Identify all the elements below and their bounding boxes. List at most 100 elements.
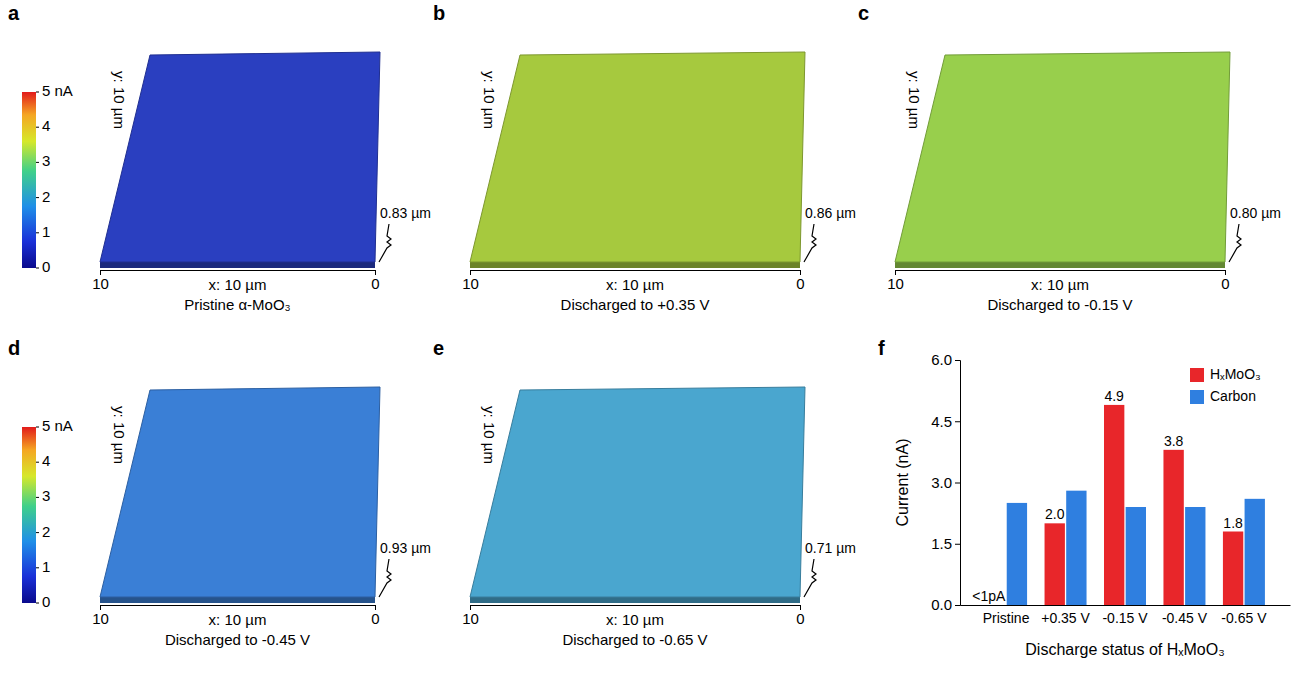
bar: [1104, 405, 1124, 605]
z-label: 0.86 µm: [805, 205, 856, 221]
axis-line: [101, 606, 376, 611]
tick: -0.15 V: [1102, 605, 1148, 626]
bar: [1066, 491, 1086, 605]
axis-line: [471, 606, 801, 611]
legend-label: Carbon: [1210, 388, 1256, 404]
colorbar-tick-label: 0: [42, 593, 50, 610]
colorbar-tick-label: 2: [42, 188, 50, 205]
tick-label: 3.0: [931, 474, 952, 491]
surface: [470, 387, 805, 597]
caption: Discharged to +0.35 V: [561, 296, 710, 313]
tick-mark: [955, 605, 960, 606]
panel-letter: b: [433, 2, 445, 24]
panel: f 0.0 1.5 3.0 4.5 6.0 Pristine +0.35 V -0.15 V -0…: [878, 337, 1291, 658]
y-axis-title: y: 10 µm: [906, 71, 923, 129]
tick: 1.5: [931, 535, 960, 552]
colorbar-tick: [36, 162, 39, 163]
tick: 4.5: [931, 413, 960, 430]
tick: 0: [371, 605, 379, 627]
bars: [1007, 405, 1265, 605]
axis-line: [471, 271, 801, 276]
y-axis-title: y: 10 µm: [111, 406, 128, 464]
tick-mark: [955, 483, 960, 484]
tick-label: 1.5: [931, 535, 952, 552]
axis: 0.0 1.5 3.0 4.5 6.0: [931, 351, 960, 613]
x-axis-title: x: 10 µm: [606, 611, 664, 628]
panel-letter: e: [433, 337, 444, 359]
colorbar-tick-label: 5 nA: [42, 417, 73, 434]
tick-label: 10: [887, 275, 904, 292]
colorbar-tick: [36, 232, 39, 233]
panel-letter: f: [878, 337, 885, 359]
panel: b100x: 10 µmy: 10 µm0.86 µmDischarged to…: [433, 2, 856, 313]
tick: 10: [92, 270, 109, 292]
legend: HₓMoO₃ Carbon: [1190, 366, 1261, 404]
y-axis-title: y: 10 µm: [111, 71, 128, 129]
tick-label: 6.0: [931, 351, 952, 368]
colorbar-tick-label: 4: [42, 452, 50, 469]
tick: Pristine: [983, 605, 1030, 626]
x-axis-title: x: 10 µm: [1031, 276, 1089, 293]
x-axis-title: x: 10 µm: [209, 276, 267, 293]
colorbar-tick-label: 0: [42, 258, 50, 275]
axis-line: [101, 271, 376, 276]
legend-label: HₓMoO₃: [1210, 366, 1261, 382]
axis-line: [961, 605, 1291, 606]
data-label: 3.8: [1164, 433, 1184, 449]
tick: 10: [462, 605, 479, 627]
y-axis-title: Current (nA): [894, 438, 911, 526]
tick: 0: [371, 270, 379, 292]
x-axis-title: Discharge status of HₓMoO₃: [1025, 641, 1224, 658]
x-axis-title: x: 10 µm: [209, 611, 267, 628]
tick-label: -0.65 V: [1221, 610, 1267, 626]
tick: +0.35 V: [1041, 605, 1090, 626]
bar: [1163, 450, 1183, 605]
panel-letter: d: [8, 337, 20, 359]
tick-label: -0.15 V: [1102, 610, 1148, 626]
z-axis-line: [1229, 224, 1241, 262]
colorbar: [22, 92, 36, 268]
surface: [470, 52, 805, 262]
bar: [1223, 532, 1243, 606]
colorbar-tick-label: 5 nA: [42, 82, 73, 99]
surface-side: [470, 597, 800, 603]
tick-label: 0: [1221, 275, 1229, 292]
surface-side: [100, 262, 375, 268]
legend-swatch: [1190, 368, 1204, 382]
colorbar-tick: [36, 532, 39, 533]
bar: [1007, 503, 1027, 605]
tick-label: -0.45 V: [1162, 610, 1208, 626]
surface-side: [470, 262, 800, 268]
bar: [985, 605, 1005, 606]
panel-letter: c: [858, 2, 869, 24]
tick: 0.0: [931, 596, 960, 613]
tick-label: 0.0: [931, 596, 952, 613]
axis-line: [896, 271, 1226, 276]
tick-mark: [955, 544, 960, 545]
bar: [1126, 507, 1146, 605]
z-axis-line: [379, 224, 391, 262]
caption: Discharged to -0.45 V: [165, 631, 310, 648]
data-label: 2.0: [1045, 506, 1065, 522]
z-label: 0.93 µm: [380, 540, 431, 556]
surface: [895, 52, 1230, 262]
colorbar-tick: [36, 268, 39, 269]
tick-mark: [955, 360, 960, 361]
colorbar-tick-label: 4: [42, 117, 50, 134]
z-axis-line: [379, 559, 391, 597]
figure: a100x: 10 µmy: 10 µm0.83 µmPristine α-Mo…: [0, 0, 1298, 676]
tick: -0.65 V: [1221, 605, 1267, 626]
tick: 6.0: [931, 351, 960, 368]
colorbar-tick: [36, 603, 39, 604]
tick-label: Pristine: [983, 610, 1030, 626]
colorbar-tick: [36, 497, 39, 498]
tick-label: 10: [92, 275, 109, 292]
tick-label: 10: [462, 610, 479, 627]
z-label: 0.80 µm: [1230, 205, 1281, 221]
tick-label: 0: [371, 610, 379, 627]
colorbar-tick: [36, 462, 39, 463]
bar: [1045, 523, 1065, 605]
colorbar-tick: [36, 197, 39, 198]
tick-mark: [955, 421, 960, 422]
panel: a100x: 10 µmy: 10 µm0.83 µmPristine α-Mo…: [8, 2, 431, 313]
